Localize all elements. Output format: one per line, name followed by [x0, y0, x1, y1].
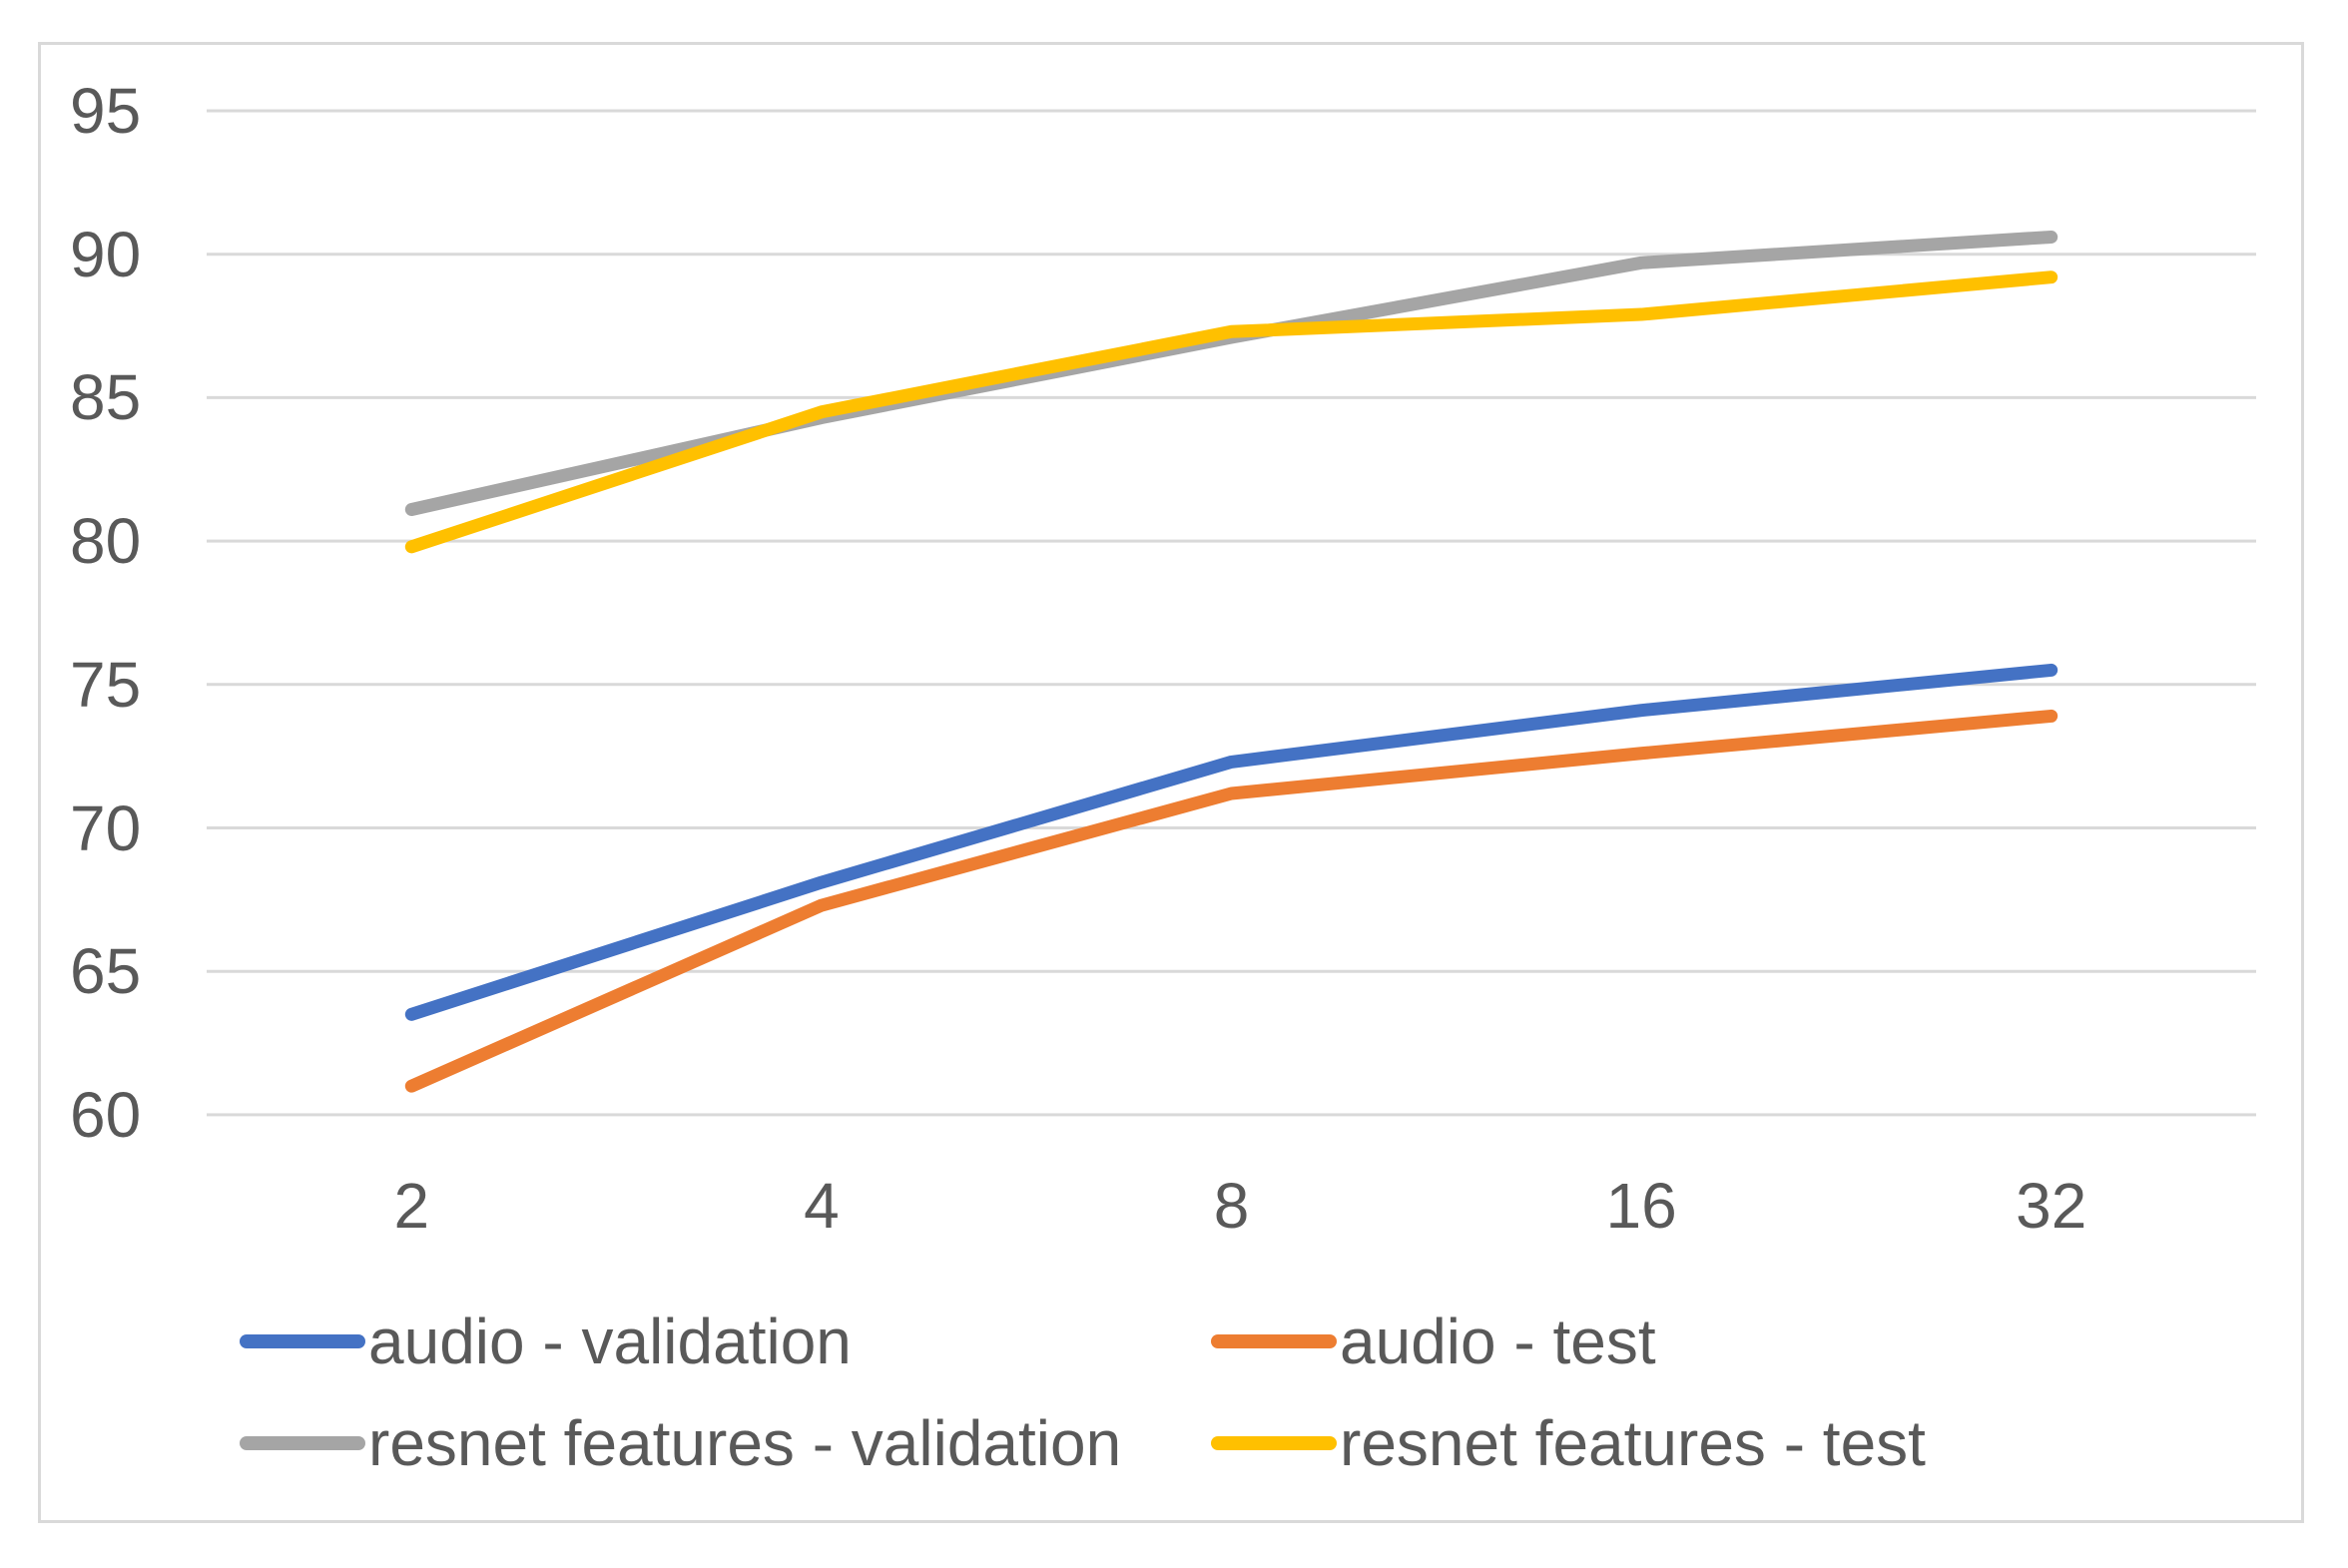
legend-item-resnet-validation: resnet features - validation: [240, 1405, 1121, 1481]
series-line-audio-test: [404, 709, 2058, 1093]
legend-swatch-resnet-test: [1211, 1436, 1337, 1450]
legend-swatch-resnet-validation: [240, 1436, 365, 1450]
y-tick-label: 75: [70, 648, 142, 721]
y-tick-label: 85: [70, 361, 142, 434]
series-line-resnet-features-test: [404, 270, 2058, 554]
legend-swatch-audio-test: [1211, 1334, 1337, 1348]
x-tick-label: 32: [2016, 1170, 2087, 1242]
legend-item-audio-validation: audio - validation: [240, 1304, 852, 1379]
legend-item-resnet-test: resnet features - test: [1211, 1405, 1926, 1481]
x-tick-label: 16: [1605, 1170, 1677, 1242]
legend-label: resnet features - test: [1340, 1407, 1926, 1479]
x-tick-label: 4: [804, 1170, 840, 1242]
y-tick-label: 80: [70, 505, 142, 578]
legend-label: audio - validation: [368, 1306, 852, 1377]
series-line-audio-validation: [404, 663, 2058, 1021]
y-tick-label: 65: [70, 935, 142, 1008]
legend-swatch-audio-validation: [240, 1334, 365, 1348]
y-tick-label: 95: [70, 75, 142, 147]
legend-label: resnet features - validation: [368, 1407, 1122, 1479]
y-tick-label: 70: [70, 791, 142, 864]
legend-item-audio-test: audio - test: [1211, 1304, 1656, 1379]
y-tick-label: 60: [70, 1078, 142, 1151]
x-tick-label: 8: [1213, 1170, 1250, 1242]
legend-label: audio - test: [1340, 1306, 1656, 1377]
x-tick-label: 2: [393, 1170, 430, 1242]
y-tick-label: 90: [70, 218, 142, 290]
